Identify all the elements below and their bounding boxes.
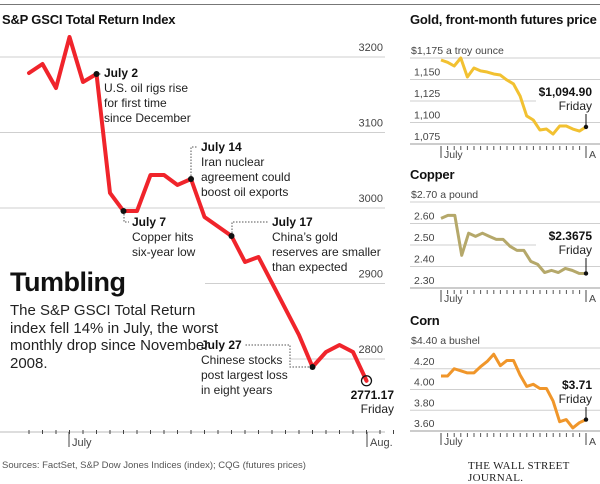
last-value-dot [583,124,589,130]
y-tick-label: 3.80 [414,397,435,409]
x-tick-label: July [72,437,92,449]
annotation-text: since December [104,111,191,125]
annotation-leader [190,146,198,179]
annotation-dot [228,233,235,240]
y-tick-label: 2900 [359,269,383,281]
annotation-text: China’s gold [272,230,338,244]
last-value-dot [583,271,589,276]
annotation-title: July 2 [104,66,138,80]
y-tick-label: 2.30 [414,275,435,287]
x-tick-label: A [589,436,596,448]
y-tick-label: 1,125 [414,88,440,100]
last-value-sub: Friday [361,402,394,416]
y-tick-label: 2800 [359,344,383,356]
annotation-title: July 7 [132,215,166,229]
annotation-leader [231,221,268,236]
wsj-logo: THE WALL STREET JOURNAL. [468,460,570,484]
unit-label: $1,175 a troy ounce [411,45,504,57]
last-value-marker [360,375,373,387]
x-tick-label: A [589,293,596,305]
last-value-dot [583,417,589,422]
annotation-text: Iran nuclear [201,155,264,169]
top-rule [0,4,600,5]
last-value-sub: Friday [559,99,592,113]
annotation-text: Copper hits [132,230,193,244]
annotation-dot [309,364,316,371]
annotation-text: for first time [104,96,167,110]
y-tick-label: 3100 [359,118,383,130]
annotation-dot [93,70,100,77]
y-tick-label: 3.60 [414,418,435,430]
annotation-text: in eight years [201,383,272,397]
y-tick-label: 1,100 [414,110,440,122]
annotation-text: U.S. oil rigs rise [104,81,188,95]
annotation-text: six-year low [132,245,196,259]
x-tick-label: July [444,436,463,448]
annotation-text: reserves are smaller [272,245,381,259]
y-tick-label: 2.50 [414,232,435,244]
x-tick-label: Aug. [370,437,393,449]
headline: Tumbling [10,267,126,297]
annotation-text: than expected [272,260,347,274]
x-tick-label: July [444,293,463,305]
x-tick-label: July [444,149,463,161]
last-value-sub: Friday [559,243,592,257]
gold-line [440,56,587,136]
last-value-label: $2.3675 [549,229,593,243]
y-tick-label: 4.00 [414,377,435,389]
unit-label: $2.70 a pound [411,189,478,201]
gsci-line [27,34,369,383]
last-value-label: 2771.17 [351,388,395,402]
annotation-text: post largest loss [201,368,288,382]
last-value-label: $3.71 [562,378,592,392]
unit-label: $4.40 a bushel [411,335,480,347]
annotation-title: July 17 [272,215,313,229]
last-value-sub: Friday [559,392,592,406]
y-tick-label: 2.40 [414,254,435,266]
last-value-label: $1,094.90 [539,85,593,99]
corn-chart-title: Corn [410,313,440,328]
y-tick-label: 3000 [359,193,383,205]
annotation-title: July 27 [201,338,242,352]
annotation-title: July 14 [201,140,242,154]
annotation-dot [120,208,127,215]
gold-chart-title: Gold, front-month futures price [410,12,597,27]
copper-line [440,213,587,275]
annotation-leader [123,211,129,223]
y-tick-label: 3200 [359,42,383,54]
main-chart-title: S&P GSCI Total Return Index [2,12,176,27]
annotation-dot [188,176,194,183]
annotation-text: agreement could [201,170,290,184]
y-tick-label: 1,075 [414,131,440,143]
source-note: Sources: FactSet, S&P Dow Jones Indices … [2,460,306,471]
copper-chart-title: Copper [410,167,455,182]
annotation-text: Chinese stocks [201,353,282,367]
y-tick-label: 1,150 [414,67,440,79]
x-tick-label: A [589,149,596,161]
y-tick-label: 2.60 [414,211,435,223]
y-tick-label: 4.20 [414,356,435,368]
annotation-text: boost oil exports [201,185,288,199]
deck-text: The S&P GSCI Total Return index fell 14%… [10,302,219,372]
corn-line [441,352,587,430]
annotation-leader [245,344,312,368]
